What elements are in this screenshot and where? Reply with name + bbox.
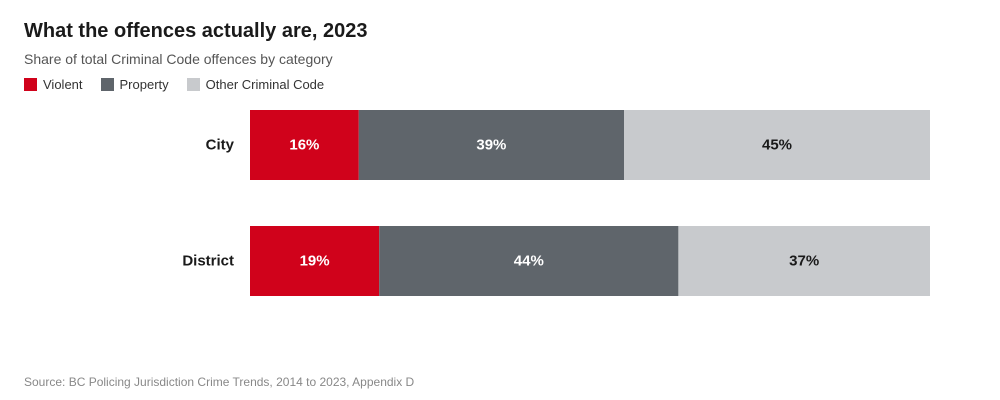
- legend-label-violent: Violent: [43, 77, 83, 92]
- data-label-district-property: 44%: [514, 253, 544, 270]
- data-label-district-violent: 19%: [300, 253, 330, 270]
- source-note: Source: BC Policing Jurisdiction Crime T…: [24, 375, 415, 389]
- chart-title: What the offences actually are, 2023: [24, 20, 368, 42]
- bar-segment-city-other-criminal-code: [624, 110, 930, 180]
- data-label-city-violent: 16%: [289, 137, 319, 154]
- chart-subtitle: Share of total Criminal Code offences by…: [24, 51, 333, 67]
- legend-swatch-property: [100, 78, 114, 91]
- legend-label-other: Other Criminal Code: [205, 77, 325, 92]
- bar-segment-city-violent: [250, 110, 359, 180]
- data-label-city-property: 39%: [476, 137, 506, 154]
- legend: Violent Property Other Criminal Code: [24, 77, 324, 92]
- bar-segment-district-violent: [250, 226, 380, 296]
- legend-label-property: Property: [119, 77, 169, 92]
- bar-segment-city-property: [358, 110, 624, 180]
- category-label-city: City: [206, 137, 235, 154]
- legend-item-property: Property: [100, 77, 169, 92]
- legend-item-other: Other Criminal Code: [186, 77, 325, 92]
- legend-swatch-violent: [24, 78, 37, 91]
- data-label-district-other-criminal-code: 37%: [789, 253, 819, 270]
- data-label-city-other-criminal-code: 45%: [762, 137, 792, 154]
- legend-swatch-other: [186, 78, 200, 91]
- category-label-district: District: [182, 253, 234, 270]
- legend-item-violent: Violent: [24, 77, 83, 92]
- bar-segment-district-property: [379, 226, 679, 296]
- bar-segment-district-other-criminal-code: [678, 226, 930, 296]
